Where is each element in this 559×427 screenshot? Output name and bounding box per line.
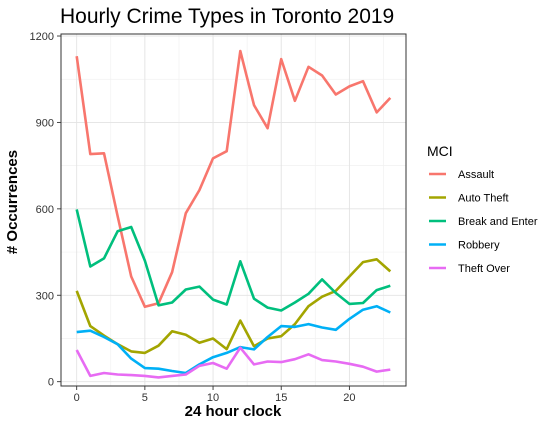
y-tick-label: 300	[36, 290, 54, 302]
legend-label-assault: Assault	[458, 169, 494, 181]
legend: Assault Auto Theft Break and Enter Robbery T…	[429, 169, 538, 275]
legend-label-theft-over: Theft Over	[458, 263, 510, 275]
x-axis-title: 24 hour clock	[185, 403, 282, 420]
legend-label-break-and-enter: Break and Enter	[458, 216, 538, 228]
x-tick-label: 5	[142, 392, 148, 404]
y-axis-title: # Occurrences	[4, 150, 21, 254]
chart-title: Hourly Crime Types in Toronto 2019	[60, 5, 394, 28]
legend-label-auto-theft: Auto Theft	[458, 193, 509, 205]
x-tick-label: 0	[74, 392, 80, 404]
legend-title: MCI	[427, 143, 453, 159]
legend-label-robbery: Robbery	[458, 240, 500, 252]
series-line-auto-theft	[77, 259, 391, 353]
y-tick-label: 900	[36, 117, 54, 129]
y-tick-label: 600	[36, 204, 54, 216]
y-tick-label: 1200	[30, 31, 54, 43]
x-tick-label: 20	[343, 392, 355, 404]
y-tick-label: 0	[48, 377, 54, 389]
series-line-assault	[77, 51, 391, 307]
